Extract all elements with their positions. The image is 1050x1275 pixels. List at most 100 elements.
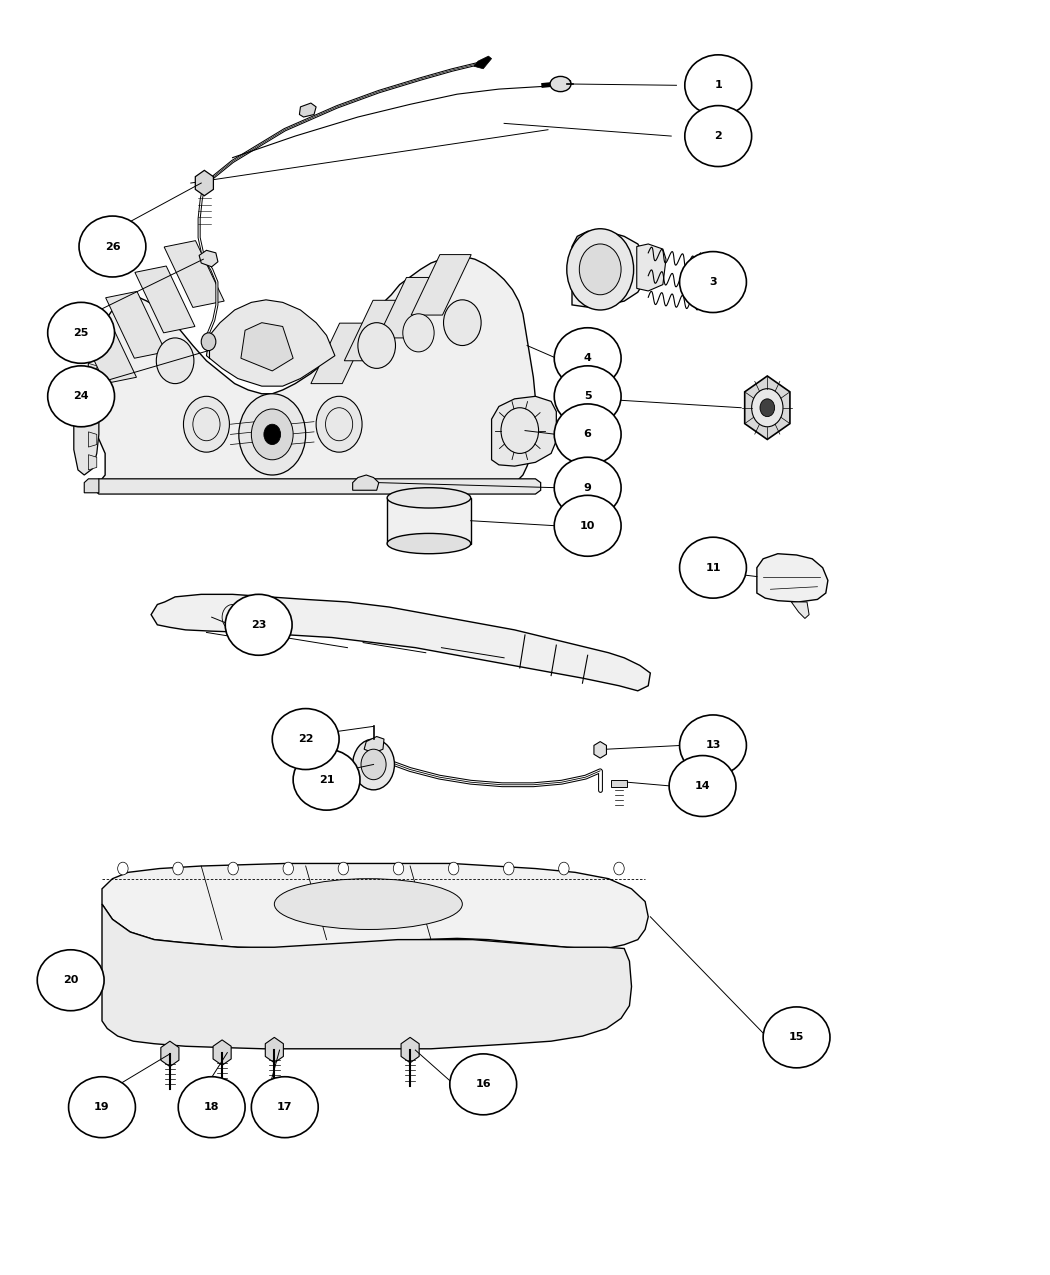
Polygon shape: [491, 397, 556, 467]
Polygon shape: [344, 301, 404, 361]
Polygon shape: [207, 300, 335, 386]
Circle shape: [284, 862, 294, 875]
Text: 14: 14: [695, 782, 711, 790]
Ellipse shape: [554, 328, 622, 389]
Polygon shape: [94, 479, 541, 493]
Polygon shape: [102, 863, 648, 949]
Circle shape: [338, 862, 349, 875]
Circle shape: [251, 409, 293, 460]
Circle shape: [358, 323, 396, 368]
Ellipse shape: [178, 1076, 245, 1137]
Circle shape: [361, 750, 386, 780]
Circle shape: [504, 862, 514, 875]
Polygon shape: [401, 1038, 419, 1063]
Polygon shape: [164, 241, 225, 307]
Circle shape: [559, 862, 569, 875]
Ellipse shape: [763, 1007, 830, 1068]
Circle shape: [567, 228, 633, 310]
Circle shape: [443, 300, 481, 346]
Circle shape: [173, 862, 184, 875]
Polygon shape: [364, 737, 384, 754]
Polygon shape: [88, 432, 97, 448]
Text: 1: 1: [714, 80, 722, 91]
Polygon shape: [240, 323, 293, 371]
Polygon shape: [611, 780, 627, 787]
Polygon shape: [151, 594, 650, 691]
Ellipse shape: [554, 495, 622, 556]
Polygon shape: [88, 386, 97, 402]
Polygon shape: [412, 255, 471, 315]
Ellipse shape: [47, 366, 114, 427]
Text: 19: 19: [94, 1102, 110, 1112]
Circle shape: [238, 394, 306, 476]
Polygon shape: [387, 497, 470, 543]
Ellipse shape: [37, 950, 104, 1011]
Polygon shape: [62, 973, 77, 993]
Text: 2: 2: [714, 131, 722, 142]
Polygon shape: [572, 231, 645, 307]
Circle shape: [448, 862, 459, 875]
Polygon shape: [594, 742, 607, 759]
Ellipse shape: [387, 533, 470, 553]
Ellipse shape: [68, 1076, 135, 1137]
Ellipse shape: [669, 756, 736, 816]
Polygon shape: [88, 256, 536, 491]
Ellipse shape: [685, 55, 752, 116]
Circle shape: [156, 338, 194, 384]
Polygon shape: [378, 278, 438, 338]
Ellipse shape: [554, 366, 622, 427]
Ellipse shape: [251, 1076, 318, 1137]
Circle shape: [614, 862, 624, 875]
Ellipse shape: [79, 215, 146, 277]
Text: 17: 17: [277, 1102, 293, 1112]
Ellipse shape: [679, 251, 747, 312]
Ellipse shape: [226, 594, 292, 655]
Text: 20: 20: [63, 975, 79, 986]
Circle shape: [228, 862, 238, 875]
Ellipse shape: [550, 76, 571, 92]
Polygon shape: [134, 266, 195, 333]
Polygon shape: [266, 1038, 284, 1063]
Circle shape: [760, 399, 775, 417]
Polygon shape: [311, 323, 371, 384]
Polygon shape: [200, 250, 218, 266]
Text: 6: 6: [584, 430, 591, 440]
Text: 23: 23: [251, 620, 267, 630]
Text: 5: 5: [584, 391, 591, 402]
Text: 9: 9: [584, 483, 591, 492]
Polygon shape: [77, 316, 136, 384]
Circle shape: [118, 862, 128, 875]
Circle shape: [202, 333, 216, 351]
Polygon shape: [88, 409, 97, 425]
Text: 15: 15: [789, 1033, 804, 1043]
Ellipse shape: [685, 106, 752, 167]
Ellipse shape: [272, 709, 339, 770]
Text: 24: 24: [74, 391, 89, 402]
Text: 26: 26: [105, 241, 121, 251]
Polygon shape: [74, 377, 99, 476]
Polygon shape: [84, 479, 99, 492]
Ellipse shape: [679, 715, 747, 776]
Text: 25: 25: [74, 328, 89, 338]
Polygon shape: [474, 56, 491, 69]
Polygon shape: [213, 1040, 231, 1066]
Circle shape: [752, 389, 783, 427]
Polygon shape: [353, 476, 379, 491]
Text: 13: 13: [706, 741, 720, 751]
Ellipse shape: [554, 458, 622, 518]
Text: 11: 11: [706, 562, 720, 572]
Ellipse shape: [274, 878, 462, 929]
Ellipse shape: [679, 537, 747, 598]
Polygon shape: [195, 171, 213, 196]
Ellipse shape: [293, 750, 360, 810]
Circle shape: [353, 740, 395, 789]
Polygon shape: [88, 363, 97, 379]
Ellipse shape: [554, 404, 622, 465]
Text: 16: 16: [476, 1080, 491, 1089]
Circle shape: [316, 397, 362, 453]
Polygon shape: [88, 340, 97, 356]
Text: 3: 3: [709, 277, 717, 287]
Polygon shape: [161, 1042, 179, 1067]
Polygon shape: [299, 103, 316, 117]
Circle shape: [580, 244, 622, 295]
